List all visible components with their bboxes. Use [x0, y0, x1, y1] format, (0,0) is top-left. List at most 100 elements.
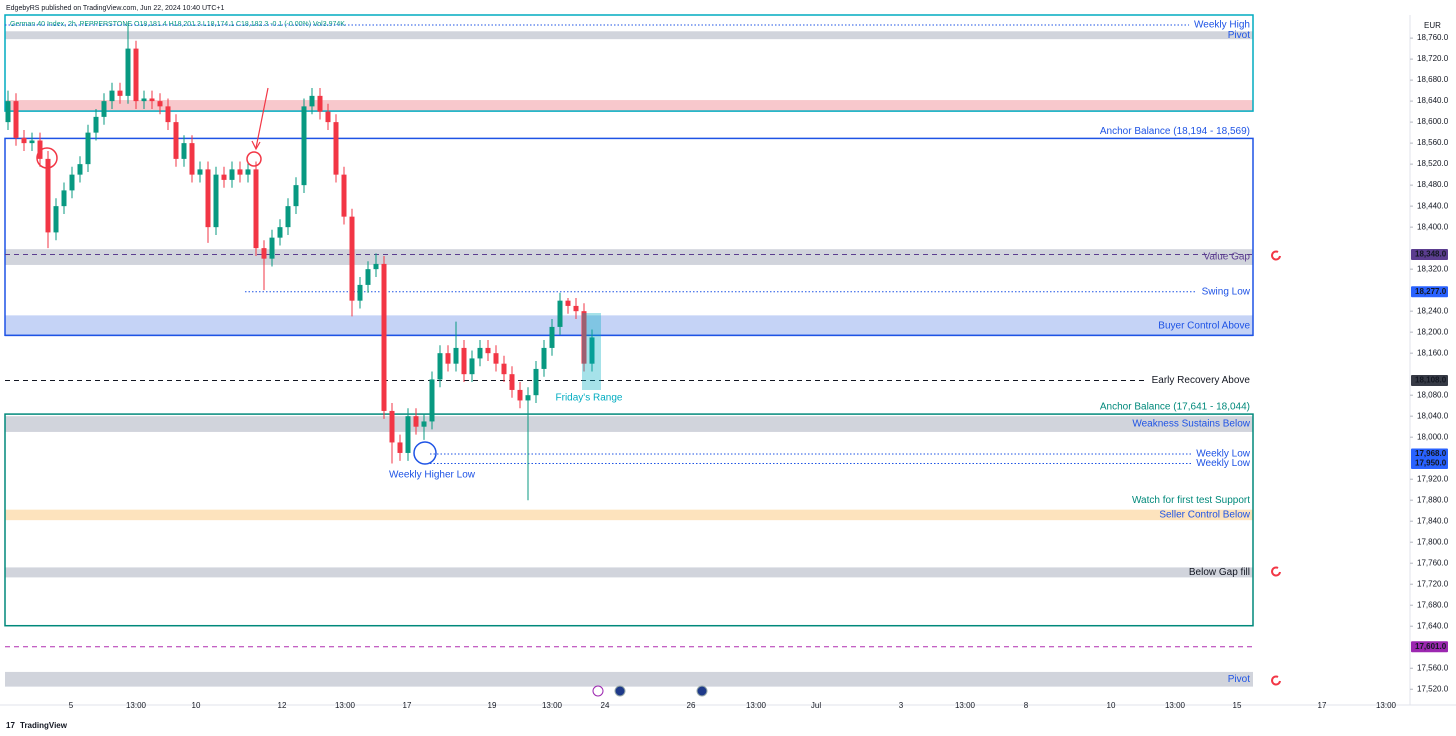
alert-icon [1271, 675, 1281, 686]
balance-box [4, 413, 1254, 627]
candle-body [197, 169, 203, 175]
candle-body [589, 337, 595, 364]
level-label: Early Recovery Above [1152, 375, 1251, 386]
x-tick-label: 24 [601, 701, 610, 710]
candle [573, 298, 579, 320]
x-tick-label: 10 [1107, 701, 1116, 710]
balance-box [4, 14, 1254, 112]
zone [5, 567, 1253, 578]
level-label: Weekly Low [1196, 458, 1251, 469]
y-tick-label: 18,200.0 [1417, 327, 1449, 336]
candle [309, 87, 315, 115]
candle-body [61, 190, 67, 207]
event-icon[interactable] [592, 685, 604, 697]
candle-body [29, 140, 35, 144]
candle-body [485, 347, 491, 354]
zone [5, 671, 1253, 687]
candle-body [157, 101, 163, 107]
event-icon[interactable] [614, 685, 626, 697]
price-label-bg [1411, 448, 1448, 460]
candle-body [325, 111, 331, 123]
highlight-circle [246, 151, 262, 167]
zone [5, 249, 1253, 265]
candle [197, 161, 203, 183]
candle-body [93, 116, 99, 133]
candle [93, 108, 99, 141]
candle-body [437, 353, 443, 380]
candle-body [165, 106, 171, 123]
candle [133, 40, 139, 109]
event-icon[interactable] [696, 685, 708, 697]
candle-body [205, 169, 211, 228]
y-tick-label: 18,400.0 [1417, 222, 1449, 231]
candle-body [541, 347, 547, 369]
annotation: Watch for first test Support [1132, 495, 1250, 506]
candle-body [477, 347, 483, 359]
y-tick-label: 18,600.0 [1417, 117, 1449, 126]
zone [5, 509, 1253, 521]
candle-body [565, 300, 571, 306]
candle [237, 161, 243, 183]
candle [5, 90, 11, 130]
arrow-head [251, 140, 261, 151]
candle [493, 345, 499, 372]
candle [389, 403, 395, 464]
candle [165, 98, 171, 130]
x-tick-label: 26 [687, 701, 696, 710]
arrow [255, 87, 269, 149]
candle [413, 408, 419, 435]
level-label: Weekly High [1194, 20, 1250, 31]
candle-body [45, 158, 51, 233]
annotation: Friday's Range [556, 393, 623, 404]
annotation: Weekly Higher Low [389, 470, 476, 481]
candle [269, 229, 275, 267]
zone [5, 315, 1253, 337]
candle-body [189, 143, 195, 175]
candle-body [493, 353, 499, 364]
currency: EUR [1424, 21, 1441, 30]
zone-label: Below Gap fill [1189, 567, 1250, 578]
candle [349, 208, 355, 317]
candle [469, 350, 475, 383]
candle-body [277, 227, 283, 238]
candle [101, 93, 107, 125]
candle-body [557, 300, 563, 327]
candle [157, 93, 163, 115]
candle [445, 345, 451, 372]
candle [45, 151, 51, 249]
candle-body [517, 389, 523, 401]
candle [245, 161, 251, 183]
candle-body [509, 374, 515, 390]
zone [5, 416, 1253, 432]
candle [125, 22, 131, 104]
candle-body [221, 174, 227, 180]
zone-label: Seller Control Below [1159, 510, 1250, 521]
y-tick-label: 17,520.0 [1417, 684, 1449, 693]
candle [565, 298, 571, 314]
x-tick-label: 10 [192, 701, 201, 710]
x-tick-label: 19 [488, 701, 497, 710]
x-tick-label: 17 [403, 701, 412, 710]
zone-label: Value Gap [1203, 252, 1250, 263]
candle-body [301, 106, 307, 186]
y-tick-label: 17,720.0 [1417, 579, 1449, 588]
candle [13, 93, 19, 146]
candle-body [293, 185, 299, 207]
price-label-bg [1411, 248, 1448, 260]
x-tick-label: 15 [1233, 701, 1242, 710]
x-tick-label: 13:00 [1165, 701, 1186, 710]
candle-body [461, 347, 467, 375]
candle [589, 329, 595, 372]
candle-body [245, 169, 251, 175]
candle-body [397, 442, 403, 453]
candle-body [101, 101, 107, 117]
candle-body [181, 143, 187, 159]
y-tick-label: 18,160.0 [1417, 348, 1449, 357]
price-label: 17,601.0 [1415, 642, 1447, 651]
candle [333, 114, 339, 183]
candle-body [149, 98, 155, 102]
candle [53, 198, 59, 241]
candle [317, 87, 323, 120]
candle [29, 132, 35, 152]
candle-body [429, 379, 435, 422]
